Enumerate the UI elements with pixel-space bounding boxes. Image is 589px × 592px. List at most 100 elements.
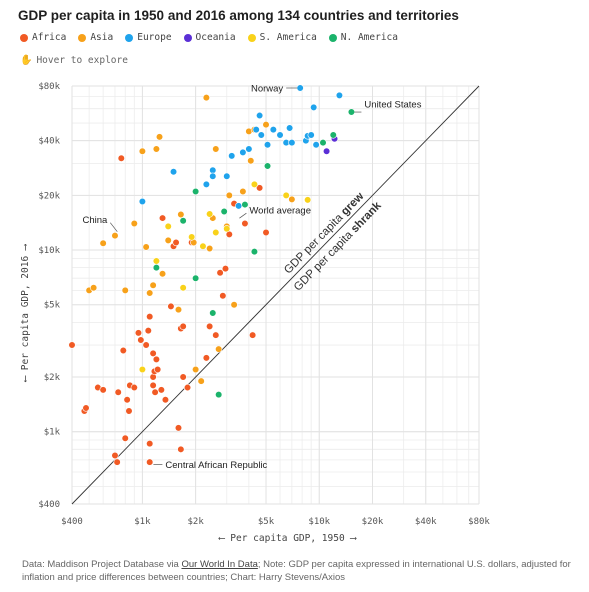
data-point-s-america[interactable] <box>206 210 214 218</box>
data-point-asia[interactable] <box>239 187 247 196</box>
data-point-europe[interactable] <box>223 172 231 180</box>
data-point-africa[interactable] <box>130 383 138 392</box>
source-link[interactable]: Our World In Data <box>181 559 258 570</box>
data-point-asia[interactable] <box>192 365 200 374</box>
data-point-europe[interactable] <box>312 141 320 149</box>
data-point-africa[interactable] <box>82 404 90 412</box>
data-point-asia[interactable] <box>130 219 138 228</box>
data-point-s-america[interactable] <box>138 365 146 374</box>
data-point-africa[interactable] <box>146 313 154 321</box>
data-point-africa[interactable] <box>151 388 159 396</box>
data-point-africa[interactable] <box>221 265 230 273</box>
data-point-africa[interactable] <box>114 388 122 396</box>
data-point-asia[interactable] <box>288 195 296 204</box>
data-point-asia[interactable] <box>152 145 160 153</box>
data-point-africa[interactable] <box>142 341 150 349</box>
data-point-asia[interactable] <box>158 270 167 278</box>
data-point-europe[interactable] <box>296 84 304 92</box>
data-point-europe[interactable] <box>245 145 253 153</box>
data-point-asia[interactable] <box>197 377 205 385</box>
data-point-africa[interactable] <box>161 396 170 404</box>
data-point-africa[interactable] <box>177 445 185 453</box>
data-point-s-america[interactable] <box>199 242 207 250</box>
data-point-africa[interactable] <box>172 238 180 247</box>
data-point-s-america[interactable] <box>179 284 187 292</box>
data-point-n-america[interactable] <box>152 264 160 272</box>
data-point-s-america[interactable] <box>282 191 290 199</box>
data-point-africa[interactable] <box>121 434 129 442</box>
data-point-europe[interactable] <box>307 131 315 139</box>
data-point-n-america[interactable] <box>220 207 228 216</box>
data-point-africa[interactable] <box>249 331 257 339</box>
data-point-europe[interactable] <box>228 152 236 160</box>
data-point-n-america[interactable] <box>329 131 337 139</box>
data-point-asia[interactable] <box>262 121 270 129</box>
data-point-africa[interactable] <box>212 331 220 339</box>
data-points[interactable] <box>68 84 356 466</box>
data-point-africa[interactable] <box>123 396 131 404</box>
data-point-asia[interactable] <box>149 281 157 289</box>
data-point-europe[interactable] <box>202 180 210 188</box>
data-point-europe[interactable] <box>138 197 146 206</box>
data-point-asia[interactable] <box>164 236 172 245</box>
data-point-africa[interactable] <box>117 154 125 162</box>
data-point-asia[interactable] <box>212 145 220 153</box>
data-point-africa[interactable] <box>179 373 187 381</box>
data-point-europe[interactable] <box>257 131 265 139</box>
data-point-africa[interactable] <box>206 322 214 330</box>
data-point-asia[interactable] <box>99 239 107 247</box>
data-point-europe[interactable] <box>335 91 344 100</box>
data-point-n-america[interactable] <box>209 309 217 317</box>
data-point-europe[interactable] <box>263 141 272 149</box>
data-point-africa[interactable] <box>119 346 127 355</box>
data-point-africa[interactable] <box>174 424 183 432</box>
data-point-africa[interactable] <box>157 386 165 394</box>
data-point-europe[interactable] <box>256 111 264 120</box>
data-point-europe[interactable] <box>310 103 318 111</box>
data-point-asia[interactable] <box>177 210 185 219</box>
data-point-asia[interactable] <box>146 289 154 297</box>
data-point-africa[interactable] <box>219 292 227 300</box>
data-point-africa[interactable] <box>256 184 264 192</box>
data-point-n-america[interactable] <box>319 139 327 147</box>
data-point-asia[interactable] <box>230 301 238 309</box>
data-point-asia[interactable] <box>155 133 164 141</box>
data-point-europe[interactable] <box>286 124 294 132</box>
data-point-africa[interactable] <box>137 336 145 344</box>
data-point-asia[interactable] <box>138 147 146 155</box>
data-point-s-america[interactable] <box>250 180 259 188</box>
data-point-n-america[interactable] <box>250 248 259 256</box>
data-point-asia[interactable] <box>247 157 255 165</box>
data-point-africa[interactable] <box>149 349 157 357</box>
data-point-africa[interactable] <box>99 386 107 394</box>
data-point-n-america[interactable] <box>192 187 200 196</box>
data-point-s-america[interactable] <box>304 196 312 204</box>
data-point-n-america[interactable] <box>347 108 356 116</box>
data-point-asia[interactable] <box>90 284 98 292</box>
data-point-africa[interactable] <box>68 341 76 349</box>
data-point-asia[interactable] <box>174 306 183 314</box>
data-point-europe[interactable] <box>288 139 296 147</box>
data-point-s-america[interactable] <box>212 228 220 237</box>
data-point-europe[interactable] <box>209 166 217 174</box>
data-point-europe[interactable] <box>209 172 217 180</box>
data-point-africa[interactable] <box>158 214 167 222</box>
data-point-africa[interactable] <box>113 458 121 466</box>
data-point-europe[interactable] <box>169 168 178 176</box>
data-point-africa[interactable] <box>134 329 143 337</box>
data-point-europe[interactable] <box>235 202 243 210</box>
data-point-africa[interactable] <box>146 458 154 466</box>
data-point-africa[interactable] <box>152 355 160 364</box>
data-point-asia[interactable] <box>202 94 210 102</box>
data-point-s-america[interactable] <box>152 257 160 265</box>
data-point-s-america[interactable] <box>223 225 231 233</box>
data-point-africa[interactable] <box>216 269 224 277</box>
data-point-s-america[interactable] <box>164 222 172 230</box>
data-point-oceania[interactable] <box>322 147 331 155</box>
data-point-africa[interactable] <box>125 407 133 415</box>
data-point-africa[interactable] <box>154 365 162 374</box>
data-point-n-america[interactable] <box>192 274 200 282</box>
data-point-africa[interactable] <box>146 440 154 448</box>
data-point-n-america[interactable] <box>215 391 223 399</box>
